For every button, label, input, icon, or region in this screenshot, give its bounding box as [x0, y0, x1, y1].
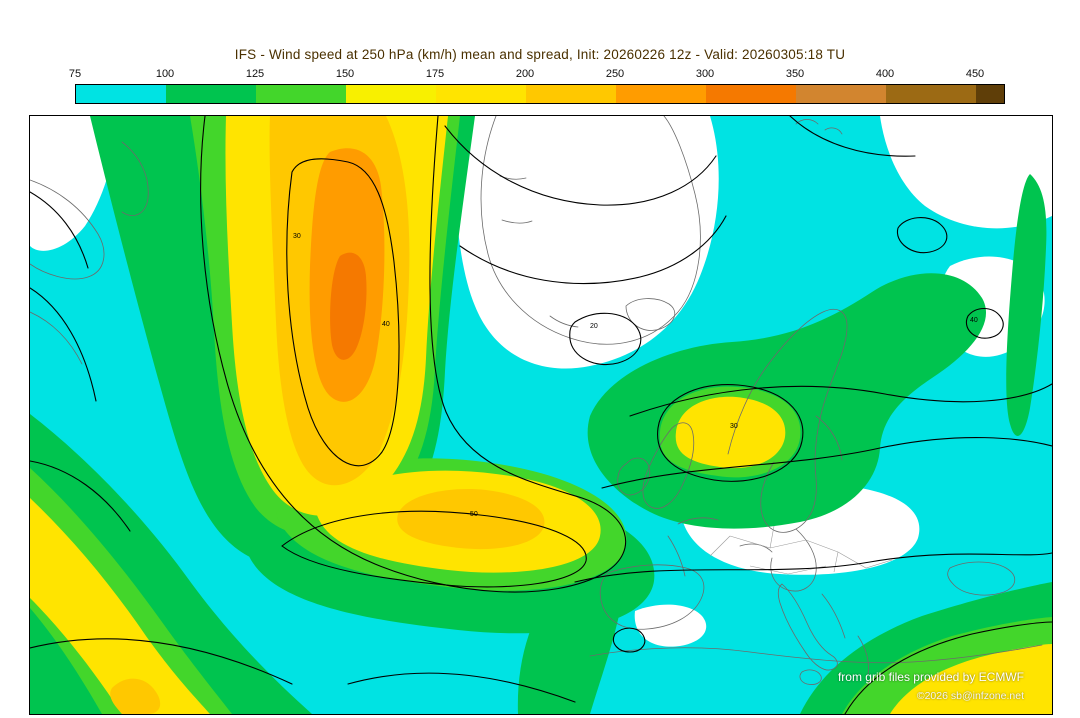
yellow-scandinavia	[675, 396, 786, 469]
weather-map: 40 30 50 30 20 40	[30, 116, 1052, 714]
low-wind-pocket	[634, 604, 707, 647]
isotach-contour	[657, 384, 804, 482]
colorbar-segment	[436, 85, 526, 103]
coast-italy	[777, 583, 838, 671]
isotach-contour	[629, 383, 1052, 417]
colorbar-segment	[796, 85, 886, 103]
isotach-contour	[601, 437, 1052, 489]
contour-value: 30	[730, 423, 738, 430]
contour-value: 40	[382, 321, 390, 328]
isotach-contour	[30, 638, 576, 703]
country-borders	[709, 525, 893, 575]
contour-value: 30	[293, 233, 301, 240]
low-wind-pocket	[30, 116, 120, 251]
yellow-bottom-left	[30, 498, 210, 714]
colorbar: 75 100 125 150 175 200 250 300 350 400 450	[69, 68, 1005, 104]
isotach-contour	[286, 158, 400, 467]
coast-black-sea	[947, 561, 1016, 596]
colorbar-segment	[616, 85, 706, 103]
green-right-strip	[1006, 174, 1047, 436]
isotach-contour	[459, 215, 727, 285]
colorbar-segment	[76, 85, 166, 103]
credit-copyright: ©2026 sb@infzone.net	[916, 690, 1024, 702]
colorbar-tick: 300	[695, 68, 715, 80]
coast-canada	[30, 141, 149, 365]
coast-ireland	[617, 457, 651, 496]
colorbar-segment	[706, 85, 796, 103]
coast-north-africa	[589, 644, 1043, 664]
coast-scandinavia	[727, 308, 848, 533]
isotach-contour	[281, 510, 587, 588]
isotach-contour	[966, 307, 1004, 339]
wind-fill-low-pockets	[30, 116, 1052, 647]
coast-britain	[642, 422, 695, 509]
amber-bottom-left	[110, 678, 161, 714]
contour-value: 40	[970, 317, 978, 324]
colorbar-bar	[75, 84, 1005, 104]
contour-value: 50	[470, 511, 478, 518]
colorbar-tick: 250	[605, 68, 625, 80]
yellow-bottom-right	[890, 644, 1052, 714]
coast-france	[667, 517, 719, 577]
isotach-contour	[789, 116, 916, 157]
colorbar-segment	[886, 85, 976, 103]
colorbar-tick: 450	[965, 68, 985, 80]
coast-iberia	[599, 564, 705, 630]
colorbar-segment	[526, 85, 616, 103]
isotach-contour	[569, 312, 642, 366]
isotach-contour	[200, 116, 627, 593]
colorbar-tick: 150	[335, 68, 355, 80]
contour-value: 20	[590, 323, 598, 330]
colorbar-tick: 75	[68, 68, 82, 80]
contour-value-labels: 40 30 50 30 20 40	[293, 233, 978, 518]
colorbar-segment	[256, 85, 346, 103]
colorbar-tick: 350	[785, 68, 805, 80]
coast-greenland	[480, 116, 701, 345]
colorbar-labels: 75 100 125 150 175 200 250 300 350 400 450	[69, 68, 1005, 82]
colorbar-tick: 175	[425, 68, 445, 80]
colorbar-overflow-segment	[976, 85, 1004, 103]
isotach-contours	[30, 116, 1052, 714]
colorbar-segment	[346, 85, 436, 103]
map-frame: 40 30 50 30 20 40 from grib files provid…	[29, 115, 1053, 715]
jet-green-tail	[517, 549, 625, 714]
hook-amber-core	[397, 489, 545, 550]
page-title: IFS - Wind speed at 250 hPa (km/h) mean …	[234, 47, 846, 62]
coast-balkans	[821, 593, 869, 675]
low-wind-pocket	[880, 116, 1052, 229]
coast-sicily	[799, 669, 822, 685]
isotach-contour	[844, 621, 1052, 714]
jet-orange-max	[330, 252, 367, 360]
isotach-contour	[30, 191, 131, 532]
colorbar-segment	[166, 85, 256, 103]
isotach-contour	[612, 627, 646, 653]
colorbar-tick: 200	[515, 68, 535, 80]
colorbar-tick: 100	[155, 68, 175, 80]
coastlines	[30, 116, 1043, 685]
isotach-contour	[444, 125, 717, 206]
colorbar-tick: 400	[875, 68, 895, 80]
isotach-contour	[896, 217, 948, 254]
credit-source: from grib files provided by ECMWF	[837, 670, 1024, 684]
isotach-contour	[574, 552, 1052, 583]
colorbar-tick: 125	[245, 68, 265, 80]
